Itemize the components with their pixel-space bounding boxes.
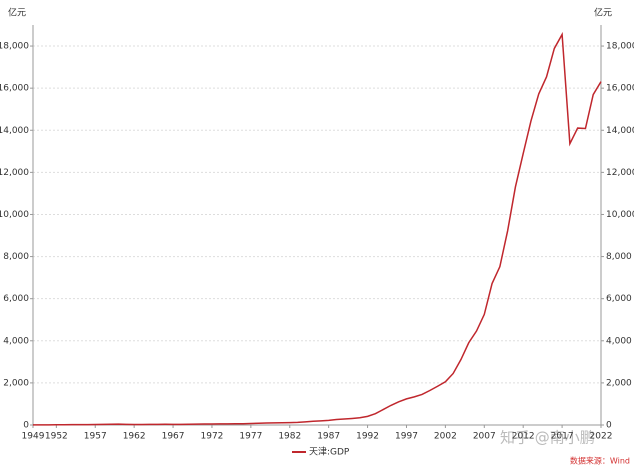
x-tick-label: 1977 xyxy=(239,432,262,442)
x-tick-label: 2012 xyxy=(512,432,535,442)
y2-tick-label: 16,000 xyxy=(606,84,634,94)
y-tick-label: 2,000 xyxy=(3,378,29,388)
y-tick-label: 12,000 xyxy=(0,168,29,178)
y-tick-label: 0 xyxy=(23,421,29,431)
y-tick-label: 8,000 xyxy=(3,252,29,262)
x-tick-label: 2022 xyxy=(590,432,613,442)
x-tick-label: 1987 xyxy=(317,432,340,442)
y-unit: 亿元 xyxy=(8,7,26,19)
x-tick-label: 1967 xyxy=(162,432,185,442)
x-tick-label: 1982 xyxy=(278,432,301,442)
y2-tick-label: 18,000 xyxy=(606,42,634,52)
y2-tick-label: 8,000 xyxy=(606,252,632,262)
x-tick-label: 2007 xyxy=(473,432,496,442)
x-tick-label: 1962 xyxy=(123,432,146,442)
y-tick-label: 6,000 xyxy=(3,294,29,304)
x-tick-label: 2017 xyxy=(551,432,574,442)
y-tick-label: 16,000 xyxy=(0,84,29,94)
y2-tick-label: 2,000 xyxy=(606,378,632,388)
y2-tick-label: 12,000 xyxy=(606,168,634,178)
y-tick-label: 10,000 xyxy=(0,210,29,220)
y2-tick-label: 14,000 xyxy=(606,126,634,136)
y2-tick-label: 4,000 xyxy=(606,336,632,346)
watermark: 知乎 @南小鹏 xyxy=(500,429,595,447)
y-tick-label: 18,000 xyxy=(0,42,29,52)
x-tick-label: 1957 xyxy=(84,432,107,442)
y2-tick-label: 10,000 xyxy=(606,210,634,220)
x-tick-label: 1992 xyxy=(356,432,379,442)
x-tick-label: 1952 xyxy=(45,432,68,442)
x-tick-label: 1997 xyxy=(395,432,418,442)
y2-tick-label: 0 xyxy=(606,421,612,431)
x-tick-label: 1949 xyxy=(22,432,45,442)
line xyxy=(32,31,602,426)
x-tick-label: 2002 xyxy=(434,432,457,442)
x-tick-label: 1972 xyxy=(201,432,224,442)
y2-tick-label: 6,000 xyxy=(606,294,632,304)
y2-unit: 亿元 xyxy=(594,7,612,19)
legend-label: 天津:GDP xyxy=(309,447,350,458)
y-tick-label: 4,000 xyxy=(3,336,29,346)
y-tick-label: 14,000 xyxy=(0,126,29,136)
source: 数据来源：Wind xyxy=(570,456,630,466)
